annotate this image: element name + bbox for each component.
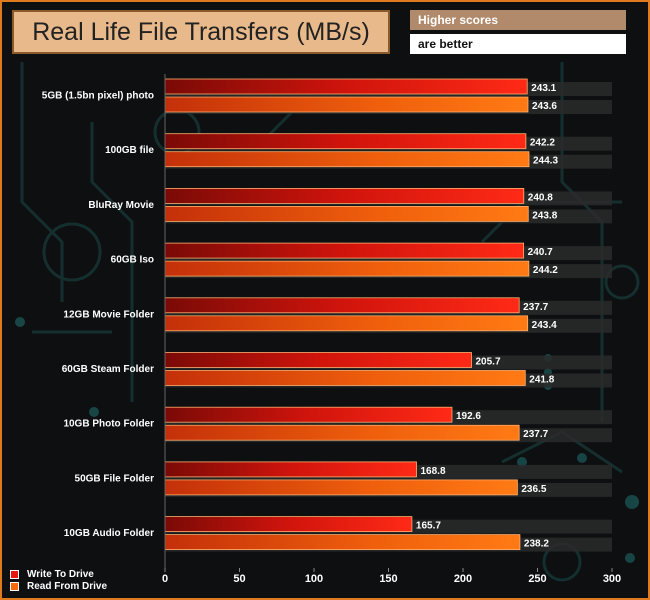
value-label: 192.6: [456, 411, 481, 422]
legend-swatch-write: [10, 569, 19, 579]
write-bar: [164, 406, 453, 423]
value-label: 243.6: [532, 101, 557, 112]
category-label: 5GB (1.5bn pixel) photo: [42, 91, 154, 102]
category-label: BluRay Movie: [88, 200, 154, 211]
legend-label-write: Write To Drive: [27, 568, 94, 580]
x-tick-label: 150: [379, 573, 397, 585]
category-label: 100GB file: [105, 145, 154, 156]
read-bar: [164, 370, 526, 386]
read-bar: [164, 479, 518, 496]
chart-title: Real Life File Transfers (MB/s): [12, 10, 390, 54]
legend-item-write: Write To Drive: [10, 568, 107, 580]
value-label: 168.8: [421, 466, 446, 477]
category-label: 60GB Steam Folder: [62, 364, 154, 375]
value-label: 243.1: [531, 83, 556, 94]
write-bar: [164, 461, 417, 478]
category-label: 12GB Movie Folder: [63, 309, 154, 320]
legend: Write To Drive Read From Drive: [10, 568, 107, 592]
value-label: 165.7: [416, 521, 441, 532]
category-label: 10GB Photo Folder: [63, 419, 154, 430]
read-bar: [164, 151, 530, 168]
write-bar: [164, 242, 525, 259]
legend-label-read: Read From Drive: [27, 580, 108, 592]
read-bar: [164, 205, 529, 222]
value-label: 244.3: [533, 156, 558, 167]
note-are-better: are better: [410, 34, 626, 54]
write-bar: [164, 133, 527, 150]
read-bar: [164, 315, 529, 332]
x-tick-label: 50: [233, 573, 245, 585]
read-bar: [164, 534, 521, 550]
category-label: 50GB File Folder: [75, 473, 155, 484]
value-label: 240.8: [528, 192, 553, 203]
value-label: 244.2: [533, 265, 558, 276]
legend-swatch-read: [10, 581, 19, 591]
write-bar: [164, 187, 525, 204]
write-bar: [164, 516, 413, 532]
x-tick-label: 0: [162, 573, 168, 585]
read-bar: [164, 260, 530, 277]
read-bar: [164, 424, 520, 441]
value-label: 243.8: [532, 210, 557, 221]
x-tick-label: 200: [454, 573, 472, 585]
value-label: 241.8: [529, 375, 554, 386]
category-label: 10GB Audio Folder: [64, 528, 154, 539]
note-higher-scores: Higher scores: [410, 10, 626, 30]
value-label: 243.4: [532, 320, 557, 331]
value-label: 242.2: [530, 138, 555, 149]
category-label: 60GB Iso: [111, 255, 154, 266]
value-label: 237.7: [523, 429, 548, 440]
x-tick-label: 250: [528, 573, 546, 585]
legend-item-read: Read From Drive: [10, 580, 107, 592]
write-bar: [164, 78, 528, 95]
write-bar: [164, 297, 520, 314]
value-label: 205.7: [475, 357, 500, 368]
value-label: 238.2: [524, 539, 549, 550]
read-bar: [164, 96, 529, 113]
write-bar: [164, 352, 472, 368]
value-label: 236.5: [521, 484, 546, 495]
value-label: 237.7: [523, 302, 548, 313]
x-tick-label: 100: [305, 573, 323, 585]
x-tick-label: 300: [603, 573, 621, 585]
value-label: 240.7: [528, 247, 553, 258]
